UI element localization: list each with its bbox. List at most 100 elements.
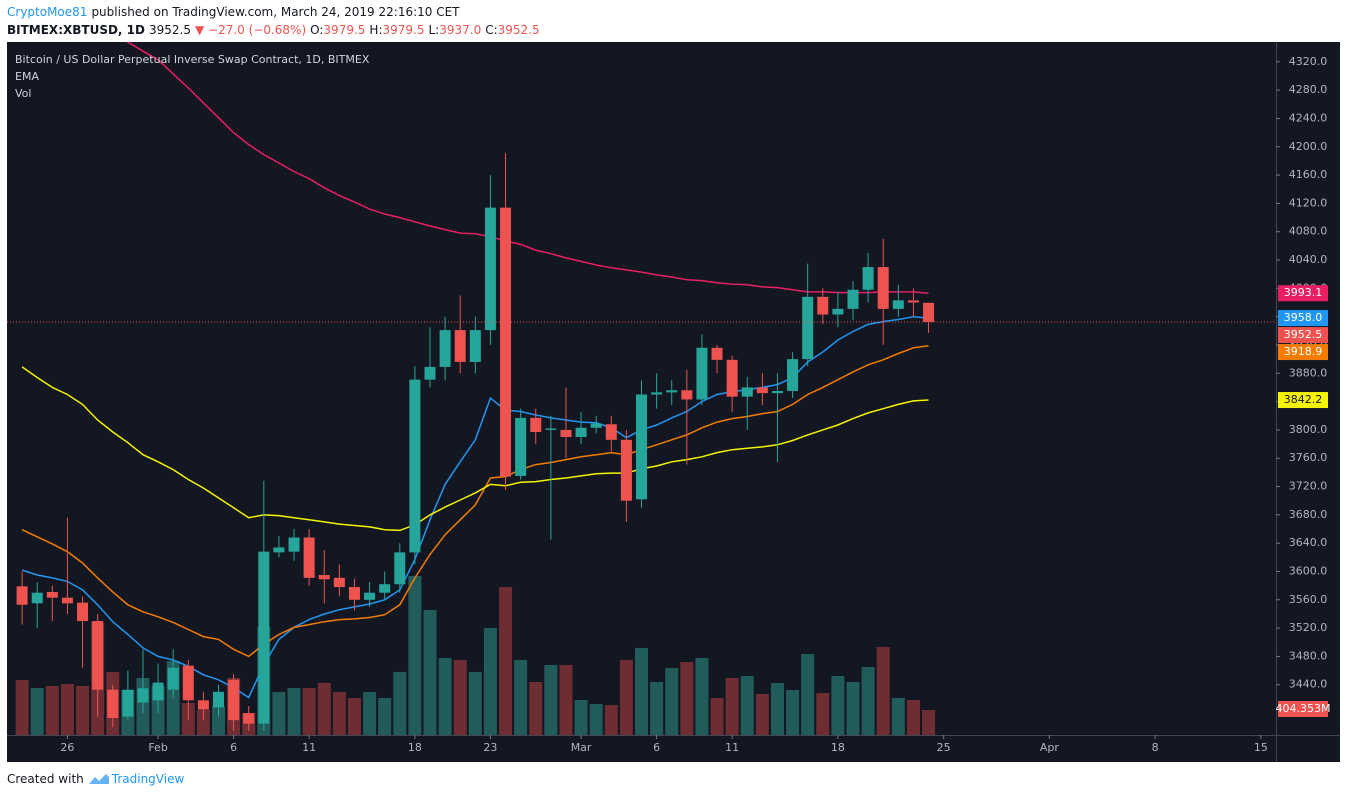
- candle-body: [318, 575, 330, 580]
- chart-title: Bitcoin / US Dollar Perpetual Inverse Sw…: [15, 53, 370, 66]
- volume-label: 404.353M: [1276, 702, 1331, 715]
- volume-bar: [272, 692, 286, 735]
- candle-body: [666, 390, 678, 393]
- volume-bar: [423, 610, 437, 735]
- ohlc-value: 3979.5: [323, 23, 366, 37]
- volume-bar: [710, 698, 724, 735]
- volume-bar: [604, 705, 618, 735]
- volume-bar: [861, 666, 875, 735]
- candle-body: [469, 330, 481, 362]
- volume-bar: [363, 692, 377, 735]
- candle-body: [484, 207, 496, 331]
- symbol-line: BITMEX:XBTUSD, 1D 3952.5 ▼ −27.0 (−0.68%) O…: [7, 23, 548, 37]
- x-tick-label: Apr: [1040, 741, 1060, 754]
- y-tick-label: 4120.0: [1289, 196, 1328, 209]
- x-tick-label: 15: [1254, 741, 1268, 754]
- y-tick-label: 4160.0: [1289, 168, 1328, 181]
- volume-bar: [650, 682, 664, 735]
- volume-bar: [453, 659, 467, 735]
- volume-bar: [816, 693, 830, 735]
- ema-label: 3958.0: [1284, 311, 1323, 324]
- candle-body: [303, 537, 315, 578]
- volume-bar: [317, 682, 331, 735]
- volume-bar: [876, 646, 890, 735]
- candle-body: [288, 537, 300, 552]
- y-tick-label: 4080.0: [1289, 225, 1328, 238]
- candle-body: [197, 700, 209, 710]
- x-tick-label: 6: [653, 741, 660, 754]
- volume-bar: [499, 587, 513, 735]
- indicator-ema: EMA: [15, 70, 39, 83]
- x-tick-label: Mar: [571, 741, 592, 754]
- candle-body: [424, 366, 436, 380]
- candle-body: [46, 592, 58, 598]
- candle-body: [681, 390, 693, 400]
- ohlc-value: 3937.0: [439, 23, 482, 37]
- volume-bar: [302, 687, 316, 735]
- ema-label-bg: [1278, 344, 1328, 361]
- x-tick-label: 18: [831, 741, 845, 754]
- volume-bar: [287, 687, 301, 735]
- ema-label: 3842.2: [1284, 393, 1323, 406]
- volume-bar: [680, 662, 694, 735]
- ohlc-key: L:: [428, 23, 440, 37]
- y-tick-label: 3600.0: [1289, 564, 1328, 577]
- volume-bar: [801, 653, 815, 735]
- author[interactable]: CryptoMoe81: [7, 5, 88, 19]
- candle-body: [379, 584, 391, 593]
- volume-bar: [906, 699, 920, 735]
- candle-body: [802, 296, 814, 360]
- volume-bar: [483, 628, 497, 735]
- ema-label-bg: [1278, 285, 1328, 302]
- y-tick-label: 3560.0: [1289, 593, 1328, 606]
- volume-bar: [76, 686, 90, 735]
- volume-bar: [60, 683, 74, 735]
- x-tick-label: 25: [937, 741, 951, 754]
- y-tick-label: 4320.0: [1289, 55, 1328, 68]
- volume-bar: [770, 682, 784, 735]
- x-tick-label: 23: [483, 741, 497, 754]
- candle-body: [817, 296, 829, 315]
- candle-body: [258, 551, 270, 724]
- published: published on TradingView.com, March 24, …: [91, 5, 460, 19]
- volume-layer: [15, 576, 936, 735]
- candle-body: [273, 547, 285, 553]
- close-label-bg: [1278, 327, 1328, 344]
- volume-bar: [619, 659, 633, 735]
- volume-bar: [891, 698, 905, 735]
- candle-body: [877, 267, 889, 309]
- x-tick-label: 11: [302, 741, 316, 754]
- candle-body: [167, 667, 179, 690]
- candle-body: [213, 691, 224, 708]
- y-tick-label: 3800.0: [1289, 423, 1328, 436]
- candle-body: [605, 424, 617, 440]
- logo: [88, 774, 109, 784]
- volume-bar: [725, 677, 739, 735]
- ema-line: [126, 42, 929, 294]
- candle-body: [560, 429, 572, 437]
- ohlc-key: C:: [485, 23, 498, 37]
- volume-bar: [529, 682, 543, 735]
- candle-body: [620, 439, 632, 501]
- candle-body: [696, 347, 708, 400]
- volume-bar: [831, 676, 845, 735]
- volume-bar: [468, 671, 482, 735]
- candle-body: [122, 689, 134, 717]
- volume-bar: [755, 693, 769, 735]
- candle-body: [348, 587, 360, 600]
- volume-bar: [393, 671, 407, 735]
- volume-bar: [378, 698, 392, 735]
- footer-brand[interactable]: TradingView: [111, 772, 185, 786]
- volume-bar: [559, 664, 573, 735]
- candle-body: [61, 597, 73, 604]
- y-tick-label: 3720.0: [1289, 480, 1328, 493]
- indicator-vol: Vol: [15, 87, 31, 100]
- y-tick-label: 3520.0: [1289, 621, 1328, 634]
- y-tick-label: 3880.0: [1289, 366, 1328, 379]
- candle-body: [726, 359, 738, 397]
- change: ▼ −27.0 (−0.68%): [194, 23, 307, 37]
- ema-label: 3993.1: [1284, 286, 1323, 299]
- y-tick-label: 4280.0: [1289, 83, 1328, 96]
- x-tick-label: 8: [1152, 741, 1159, 754]
